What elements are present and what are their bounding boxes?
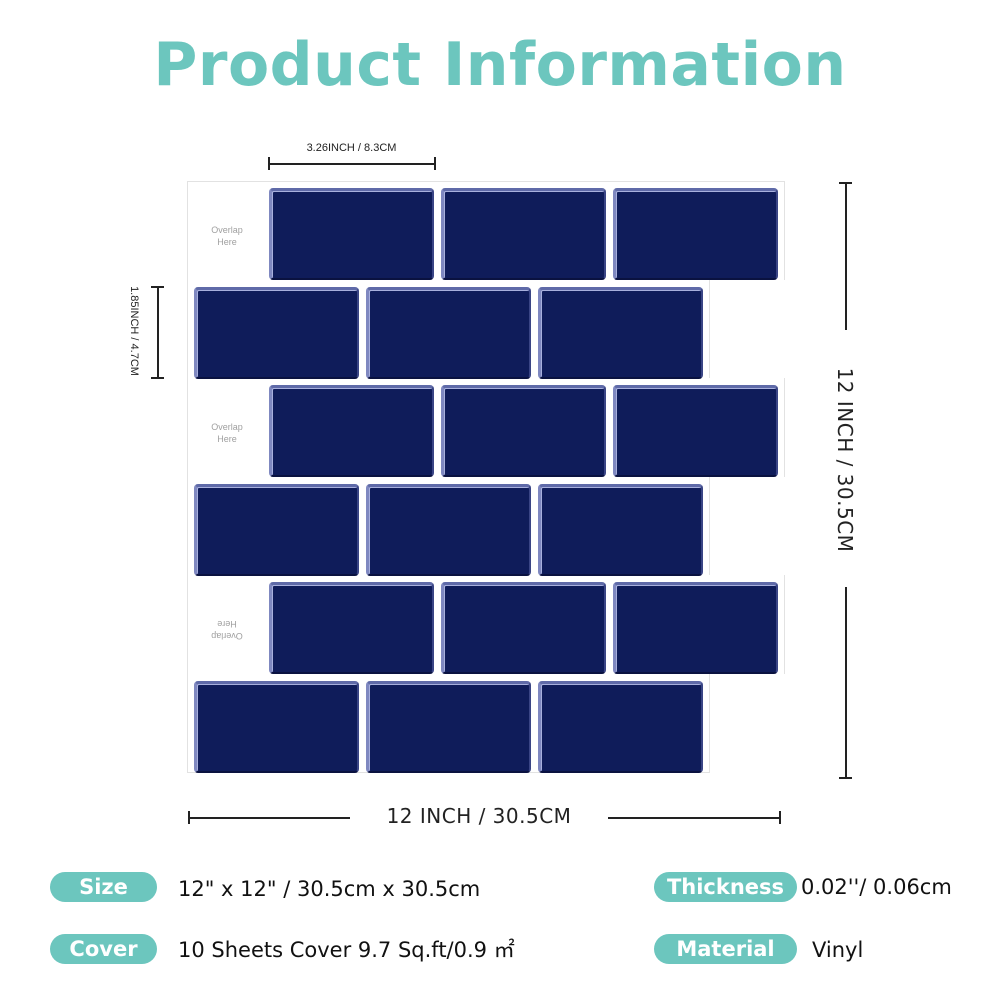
tile [366,681,531,773]
tile [366,287,531,379]
thickness-value: 0.02''/ 0.06cm [801,875,952,899]
sheet-height-dimension-line [845,182,847,330]
tile-height-dimension-line [157,286,159,378]
overlap-here-label: Overlap Here [197,421,257,445]
overlap-label-line: Overlap [211,631,243,641]
tile [441,385,606,477]
material-value: Vinyl [812,938,864,962]
tile [441,188,606,280]
overlap-here-label: Overlap Here [197,618,257,642]
overlap-label-line: Here [217,237,237,247]
tile [194,484,359,576]
overlap-label-line: Here [217,434,237,444]
sheet-width-label: 12 INCH / 30.5CM [386,804,572,828]
overlap-label-line: Overlap [211,225,243,235]
tile [538,681,703,773]
tile [269,582,434,674]
size-badge: Size [50,872,157,902]
tile [194,681,359,773]
tile [613,188,778,280]
dimension-tick [151,286,164,288]
dimension-tick [839,777,852,779]
dimension-tick [151,377,164,379]
tile [366,484,531,576]
tile [269,385,434,477]
overlap-label-line: Here [217,619,237,629]
tile-width-label: 3.26INCH / 8.3CM [306,142,397,154]
thickness-badge: Thickness [654,872,797,902]
overlap-label-line: Overlap [211,422,243,432]
cover-badge: Cover [50,934,157,964]
tile-width-dimension-line [268,163,435,165]
tile [538,287,703,379]
tile [269,188,434,280]
dimension-tick [779,811,781,824]
cover-value: 10 Sheets Cover 9.7 Sq.ft/0.9 ㎡ [178,938,515,962]
overlap-here-label: Overlap Here [197,224,257,248]
tile [538,484,703,576]
dimension-tick [434,157,436,170]
dimension-tick [839,182,852,184]
tile [441,582,606,674]
tile [613,582,778,674]
size-value: 12" x 12" / 30.5cm x 30.5cm [178,877,481,901]
dimension-tick [188,811,190,824]
sheet-height-label: 12 INCH / 30.5CM [833,367,857,553]
page-title: Product Information [153,30,847,100]
sheet-width-dimension-line [188,817,350,819]
dimension-tick [268,157,270,170]
tile-height-label: 1.85INCH / 4.7CM [128,286,140,376]
sheet-height-dimension-line [845,587,847,778]
tile [613,385,778,477]
tile [194,287,359,379]
sheet-width-dimension-line [608,817,780,819]
material-badge: Material [654,934,797,964]
